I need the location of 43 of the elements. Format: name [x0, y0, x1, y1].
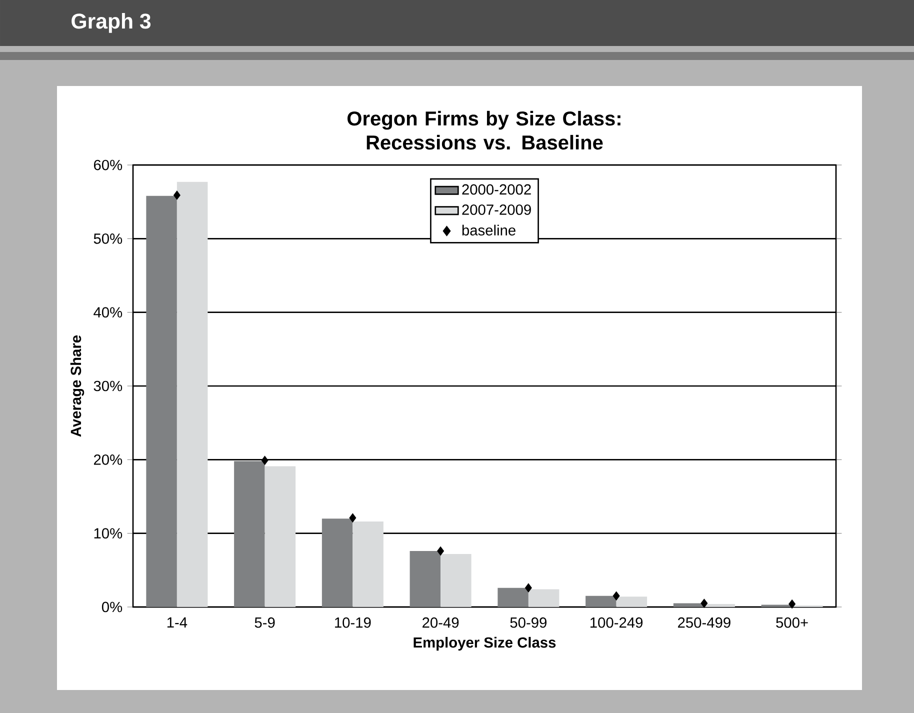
bar [410, 551, 441, 607]
x-tick-label: 500+ [776, 617, 808, 628]
bar [586, 596, 616, 607]
point [261, 456, 268, 465]
x-tick-label: 5-9 [254, 617, 275, 628]
x-tick-label: 50-99 [510, 617, 546, 628]
x-tick-label: 10-19 [335, 617, 371, 628]
bar [704, 604, 735, 607]
y-tick-label: 10% [94, 528, 122, 539]
y-axis-title: Average Share [70, 335, 84, 437]
point [700, 598, 708, 608]
bar [498, 588, 528, 607]
point [349, 513, 356, 522]
x-axis-title: Employer Size Class [414, 636, 556, 651]
y-tick-label: 60% [94, 160, 122, 170]
y-tick-label: 0% [102, 602, 122, 612]
bar [176, 182, 208, 607]
chart-title: Oregon Firms by Size Class: Recessions vs. Baseline [348, 110, 620, 150]
x-tick-label: 250-499 [678, 617, 730, 628]
caption: Graph 3 [72, 13, 151, 33]
bar [322, 518, 353, 607]
bar [264, 466, 296, 607]
point [173, 190, 180, 200]
point [788, 600, 796, 609]
y-tick-label: 50% [94, 233, 122, 244]
x-tick-label: 100-249 [590, 617, 643, 628]
y-tick-label: 20% [94, 454, 122, 465]
bar [440, 554, 472, 607]
bar [528, 589, 560, 607]
bar [616, 596, 648, 607]
bar [352, 522, 384, 607]
point [437, 546, 444, 556]
x-tick-label: 1-4 [167, 617, 188, 628]
bar [146, 196, 177, 607]
x-tick-label: 20-49 [422, 617, 459, 628]
legend-label: baseline [462, 224, 516, 236]
legend-label: 2000-2002 [462, 184, 531, 195]
point [524, 583, 532, 592]
bar [234, 461, 265, 607]
legend-label: 2007-2009 [462, 204, 531, 215]
point [612, 591, 620, 600]
y-tick-label: 40% [94, 307, 122, 318]
y-tick-label: 30% [94, 380, 122, 392]
